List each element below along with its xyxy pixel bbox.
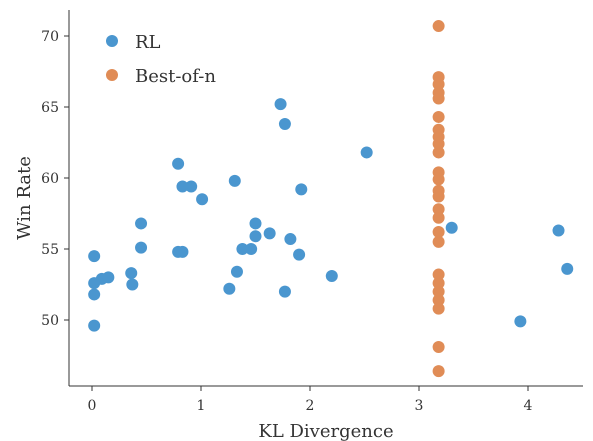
data-point-rl <box>293 248 306 261</box>
data-point-best-of-n <box>432 225 445 238</box>
data-point-rl <box>274 98 287 111</box>
data-point-rl <box>514 315 527 328</box>
data-point-rl <box>172 157 185 170</box>
y-ticks: 50 55 60 65 70 <box>41 29 69 329</box>
data-point-rl <box>445 221 458 234</box>
legend-label-rl: RL <box>135 32 161 53</box>
data-point-rl <box>284 233 297 246</box>
data-point-rl <box>236 243 249 255</box>
data-point-rl <box>360 146 373 159</box>
legend-marker-rl <box>106 35 118 47</box>
data-point-rl <box>88 319 101 332</box>
data-point-best-of-n <box>432 285 445 298</box>
y-axis-label: Win Rate <box>14 156 35 240</box>
data-point-rl <box>135 217 148 230</box>
data-point-best-of-n <box>432 78 445 91</box>
y-tick-label: 50 <box>41 313 59 329</box>
data-point-best-of-n <box>432 277 445 290</box>
data-point-rl <box>126 278 139 291</box>
data-points <box>88 20 574 378</box>
legend: RL Best-of-n <box>106 32 216 87</box>
data-point-best-of-n <box>432 20 445 33</box>
data-point-best-of-n <box>432 203 445 216</box>
data-point-rl <box>176 245 189 258</box>
axes <box>68 10 583 387</box>
data-point-rl <box>102 271 115 284</box>
data-point-best-of-n <box>432 365 445 378</box>
data-point-rl <box>228 174 241 187</box>
data-point-rl <box>278 285 291 298</box>
data-point-best-of-n <box>432 110 445 123</box>
data-point-best-of-n <box>432 146 445 159</box>
data-point-rl <box>185 180 198 193</box>
data-point-best-of-n <box>432 235 445 248</box>
x-tick-label: 4 <box>524 398 533 414</box>
y-tick-label: 60 <box>41 171 59 187</box>
data-point-best-of-n <box>432 294 445 307</box>
y-tick-label: 70 <box>41 29 59 45</box>
data-point-rl <box>176 180 189 193</box>
legend-marker-best-of-n <box>106 69 118 81</box>
x-tick-label: 3 <box>415 398 424 414</box>
data-point-rl <box>196 193 209 206</box>
data-point-best-of-n <box>432 211 445 224</box>
data-point-best-of-n <box>432 173 445 186</box>
data-point-rl <box>249 217 262 230</box>
data-point-best-of-n <box>432 92 445 105</box>
x-ticks: 0 1 2 3 4 <box>88 386 533 414</box>
data-point-rl <box>135 241 148 254</box>
data-point-rl <box>88 250 101 263</box>
data-point-rl <box>88 288 101 301</box>
data-point-rl <box>295 183 308 196</box>
data-point-best-of-n <box>432 190 445 203</box>
data-point-best-of-n <box>432 302 445 315</box>
data-point-rl <box>223 282 236 295</box>
data-point-best-of-n <box>432 268 445 281</box>
data-point-rl <box>263 227 276 240</box>
data-point-best-of-n <box>432 137 445 150</box>
data-point-rl <box>561 262 574 275</box>
data-point-rl <box>325 269 338 282</box>
data-point-rl <box>278 118 291 131</box>
y-tick-label: 65 <box>41 100 59 116</box>
data-point-best-of-n <box>432 340 445 353</box>
y-tick-label: 55 <box>41 242 59 258</box>
x-tick-label: 1 <box>197 398 206 414</box>
x-tick-label: 0 <box>88 398 97 414</box>
data-point-rl <box>249 230 262 243</box>
data-point-rl <box>125 267 138 280</box>
legend-label-best-of-n: Best-of-n <box>135 66 216 87</box>
data-point-rl <box>245 243 258 255</box>
data-point-rl <box>230 265 243 278</box>
x-axis-label: KL Divergence <box>258 421 393 441</box>
data-point-rl <box>552 224 565 237</box>
x-tick-label: 2 <box>306 398 315 414</box>
